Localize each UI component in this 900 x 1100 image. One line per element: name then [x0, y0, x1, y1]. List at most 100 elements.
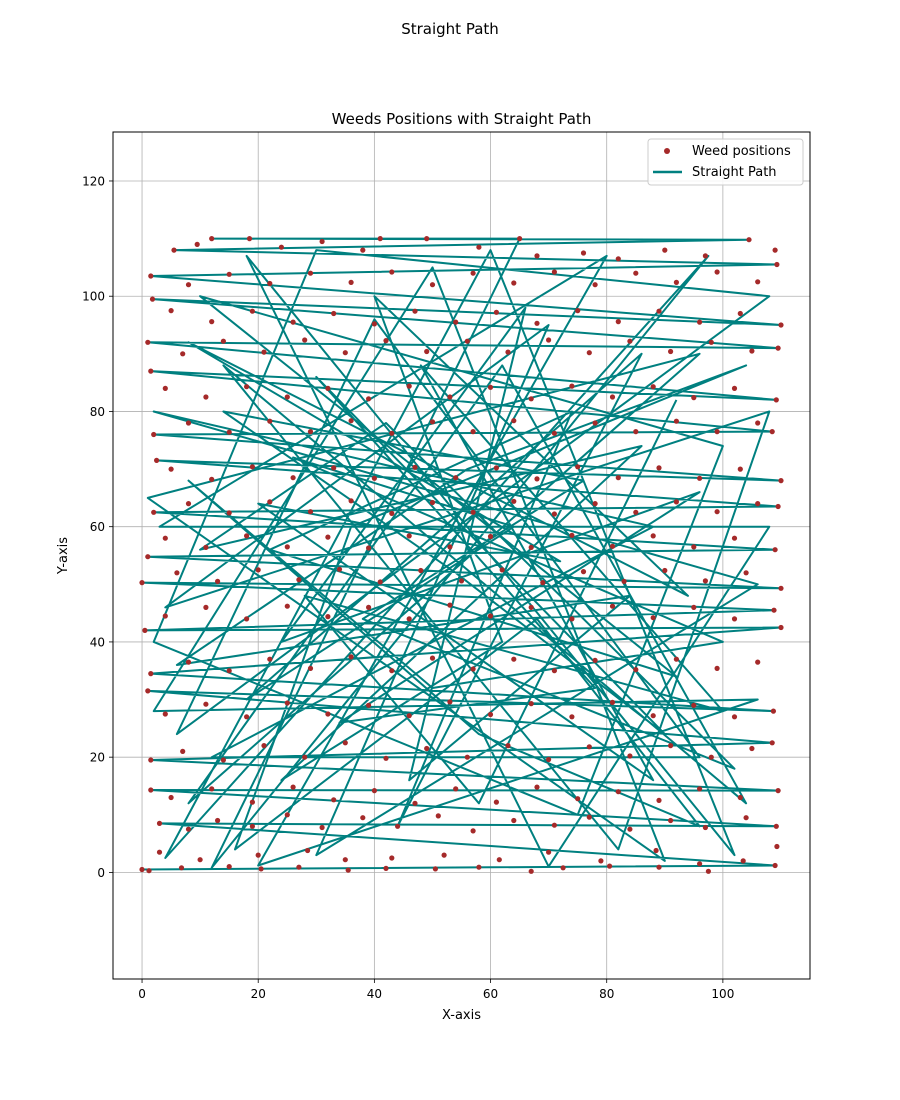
- weed-point: [580, 250, 587, 256]
- weed-point: [470, 666, 476, 672]
- weed-point: [702, 578, 709, 584]
- weed-point: [194, 241, 200, 247]
- weed-point: [673, 418, 680, 424]
- weed-point: [366, 604, 372, 611]
- weed-point: [609, 543, 616, 549]
- weed-point: [668, 348, 674, 355]
- weed-point: [517, 236, 523, 242]
- weed-point: [493, 799, 499, 805]
- weed-point: [447, 699, 453, 705]
- weed-point: [697, 319, 703, 325]
- weed-point: [154, 457, 160, 463]
- weed-point: [615, 319, 621, 325]
- weed-point: [534, 784, 540, 790]
- weed-point: [775, 503, 781, 510]
- weed-point: [406, 713, 412, 719]
- weed-point: [615, 256, 621, 262]
- weed-point: [705, 868, 712, 874]
- weed-point: [244, 714, 250, 720]
- weed-point: [691, 544, 697, 550]
- weed-point: [476, 244, 482, 250]
- weed-point: [769, 429, 775, 435]
- weed-point: [714, 665, 720, 672]
- weed-positions-series: [139, 236, 784, 874]
- weed-point: [389, 855, 395, 861]
- weed-point: [284, 544, 290, 550]
- weed-point: [325, 534, 331, 540]
- weed-point: [731, 385, 738, 391]
- weed-point: [284, 700, 290, 706]
- weed-point: [246, 236, 253, 242]
- weed-point: [749, 745, 755, 752]
- weed-point: [737, 466, 743, 472]
- weed-point: [348, 654, 354, 660]
- weed-point: [185, 659, 192, 665]
- weed-point: [389, 668, 395, 674]
- legend: Weed positions Straight Path: [647, 138, 804, 186]
- weed-point: [493, 465, 499, 471]
- weed-point: [476, 864, 482, 870]
- weed-point: [151, 431, 157, 438]
- weed-point: [406, 533, 412, 539]
- weed-point: [377, 579, 383, 585]
- weed-point: [731, 616, 738, 622]
- weed-point: [371, 475, 377, 481]
- weed-point: [146, 868, 152, 874]
- weed-point: [770, 708, 777, 714]
- weed-point: [345, 867, 351, 873]
- straight-path-line: [141, 237, 782, 871]
- weed-point: [406, 616, 412, 622]
- weed-point: [162, 711, 168, 717]
- weed-point: [145, 554, 151, 560]
- weed-point: [383, 338, 389, 344]
- weed-point: [267, 499, 273, 505]
- chart-title: Weeds Positions with Straight Path: [332, 110, 592, 128]
- weed-point: [203, 604, 209, 611]
- weed-point: [592, 420, 598, 426]
- weed-point: [325, 614, 331, 620]
- weed-point: [244, 616, 250, 622]
- x-tick-label: 0: [138, 987, 146, 1001]
- weed-point: [447, 602, 453, 608]
- weed-point: [615, 789, 621, 795]
- weed-point: [432, 866, 438, 872]
- weed-point: [737, 794, 743, 801]
- weed-point: [505, 349, 511, 355]
- weed-point: [178, 865, 185, 871]
- weed-point: [586, 350, 592, 356]
- weed-point: [621, 578, 627, 585]
- weed-point: [255, 852, 261, 858]
- weed-point: [546, 337, 552, 343]
- weed-point: [650, 384, 656, 390]
- weed-point: [348, 418, 354, 424]
- weed-point: [342, 350, 348, 356]
- weed-point: [691, 395, 697, 401]
- x-tick-label: 60: [483, 987, 498, 1001]
- weed-point: [453, 475, 459, 481]
- weed-point: [209, 786, 215, 792]
- plot-frame: [112, 131, 811, 980]
- weed-point: [496, 857, 502, 863]
- weed-point: [746, 237, 752, 243]
- weed-point: [348, 279, 354, 285]
- figure-suptitle: Straight Path: [401, 20, 499, 38]
- weed-point: [148, 671, 154, 677]
- weed-point: [342, 857, 348, 863]
- weed-point: [305, 847, 311, 854]
- weed-point: [633, 667, 639, 673]
- y-tick-label: 80: [90, 405, 105, 419]
- straight-path-series: [141, 237, 782, 871]
- x-tick-label: 100: [711, 987, 734, 1001]
- weed-point: [366, 702, 372, 708]
- weed-point: [772, 247, 778, 253]
- weed-point: [209, 476, 215, 482]
- weed-point: [215, 817, 221, 824]
- weed-point: [546, 849, 552, 855]
- plot-data: [139, 236, 784, 874]
- weed-point: [331, 797, 337, 803]
- weed-point: [307, 270, 314, 276]
- weed-point: [551, 822, 558, 828]
- weed-point: [668, 743, 674, 749]
- weed-point: [534, 476, 540, 482]
- weed-point: [319, 238, 325, 245]
